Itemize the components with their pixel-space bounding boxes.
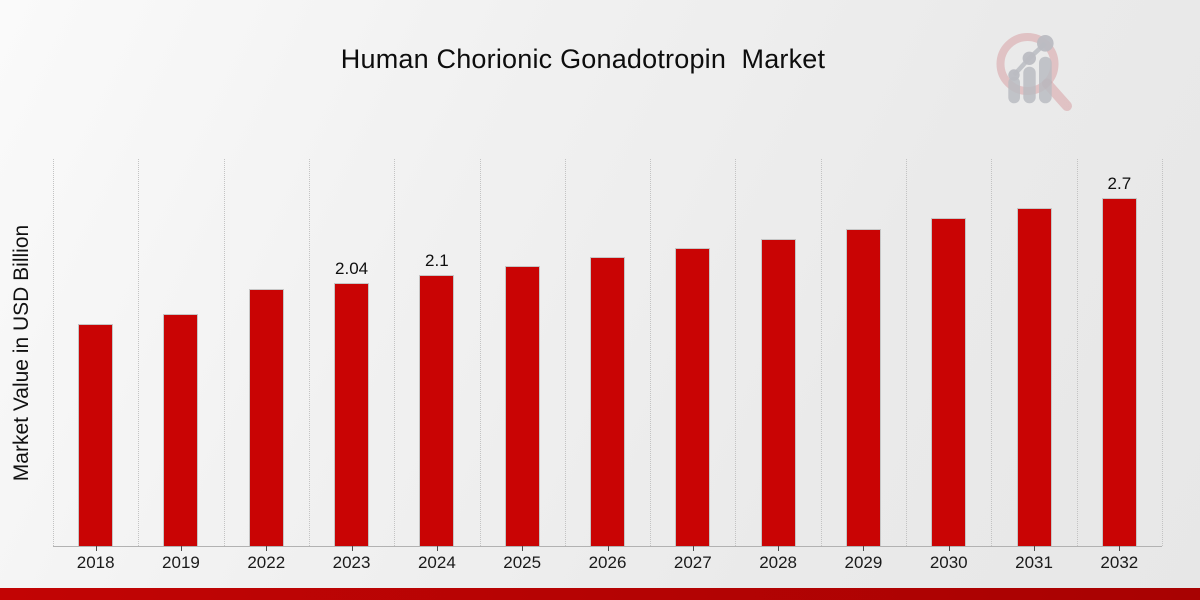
bar-value-label-2024: 2.1 (425, 251, 449, 271)
x-axis-tick (180, 546, 182, 551)
vertical-gridline (650, 159, 652, 546)
vertical-gridline (479, 159, 481, 546)
x-axis-tick (95, 546, 97, 551)
logo-trend-dot (1037, 35, 1054, 52)
x-tick-label-2024: 2024 (417, 553, 456, 572)
x-axis-tick (436, 546, 438, 551)
x-axis-tick (692, 546, 694, 551)
x-tick-label-2023: 2023 (332, 553, 371, 572)
vertical-gridline (564, 159, 566, 546)
vertical-gridline (394, 159, 396, 546)
x-axis-tick (863, 546, 865, 551)
bar-2019 (163, 313, 199, 546)
bottom-red-banner (0, 588, 1200, 600)
bar-2030 (931, 218, 967, 546)
bar-2026 (590, 257, 625, 546)
bar-2018 (78, 324, 114, 546)
vertical-gridline (223, 159, 225, 546)
vertical-gridline (308, 159, 310, 546)
x-axis-tick (1119, 546, 1121, 551)
x-tick-label-2027: 2027 (673, 553, 712, 572)
x-tick-label-2019: 2019 (162, 553, 200, 572)
vertical-gridline (906, 159, 908, 546)
x-tick-label-2031: 2031 (1015, 553, 1053, 572)
bar-2029 (845, 228, 881, 546)
logo-bar (1039, 56, 1052, 104)
bar-2027 (675, 248, 711, 546)
magnifier-bar-chart-logo-icon (996, 33, 1072, 111)
x-axis-tick (607, 546, 609, 551)
bar-2022 (248, 289, 284, 546)
bar-2023 (334, 282, 370, 546)
chart-title: Human Chorionic Gonadotropin Market (340, 44, 826, 74)
x-tick-label-2030: 2030 (929, 553, 968, 572)
logo-bar (1008, 76, 1020, 104)
x-axis-tick (266, 546, 268, 551)
logo-trend-dot (1022, 51, 1036, 65)
bar-2025 (504, 266, 540, 546)
x-tick-label-2025: 2025 (503, 553, 542, 572)
x-tick-label-2026: 2026 (588, 553, 627, 572)
x-axis-tick (351, 546, 353, 551)
vertical-gridline (1162, 159, 1163, 546)
vertical-gridline (991, 159, 993, 546)
x-tick-label-2018: 2018 (76, 553, 115, 572)
x-axis-tick (778, 546, 780, 551)
x-tick-label-2022: 2022 (247, 553, 286, 572)
x-tick-label-2032: 2032 (1100, 553, 1139, 572)
y-axis-label: Market Value in USD Billion (10, 224, 33, 482)
vertical-gridline (53, 159, 54, 546)
bar-value-label-2023: 2.04 (335, 258, 369, 278)
bar-2024 (419, 275, 455, 546)
bar-2028 (760, 239, 796, 546)
x-tick-label-2029: 2029 (844, 553, 883, 572)
vertical-gridline (138, 159, 140, 546)
bar-2032 (1101, 197, 1137, 546)
x-axis-tick (522, 546, 524, 551)
bar-2031 (1016, 208, 1052, 546)
vertical-gridline (1076, 159, 1078, 546)
bar-value-label-2032: 2.7 (1107, 173, 1132, 193)
x-axis-tick (948, 546, 950, 551)
vertical-gridline (820, 159, 822, 546)
vertical-gridline (735, 159, 737, 546)
x-axis-tick (1034, 546, 1036, 551)
plot-area: 2018 2019 2022 2023 2.04 2024 2.1 2025 2026 2027 2… (53, 159, 1163, 572)
x-tick-label-2028: 2028 (759, 553, 798, 572)
logo-trend-dot (1008, 69, 1020, 81)
logo-bar (1023, 66, 1036, 104)
